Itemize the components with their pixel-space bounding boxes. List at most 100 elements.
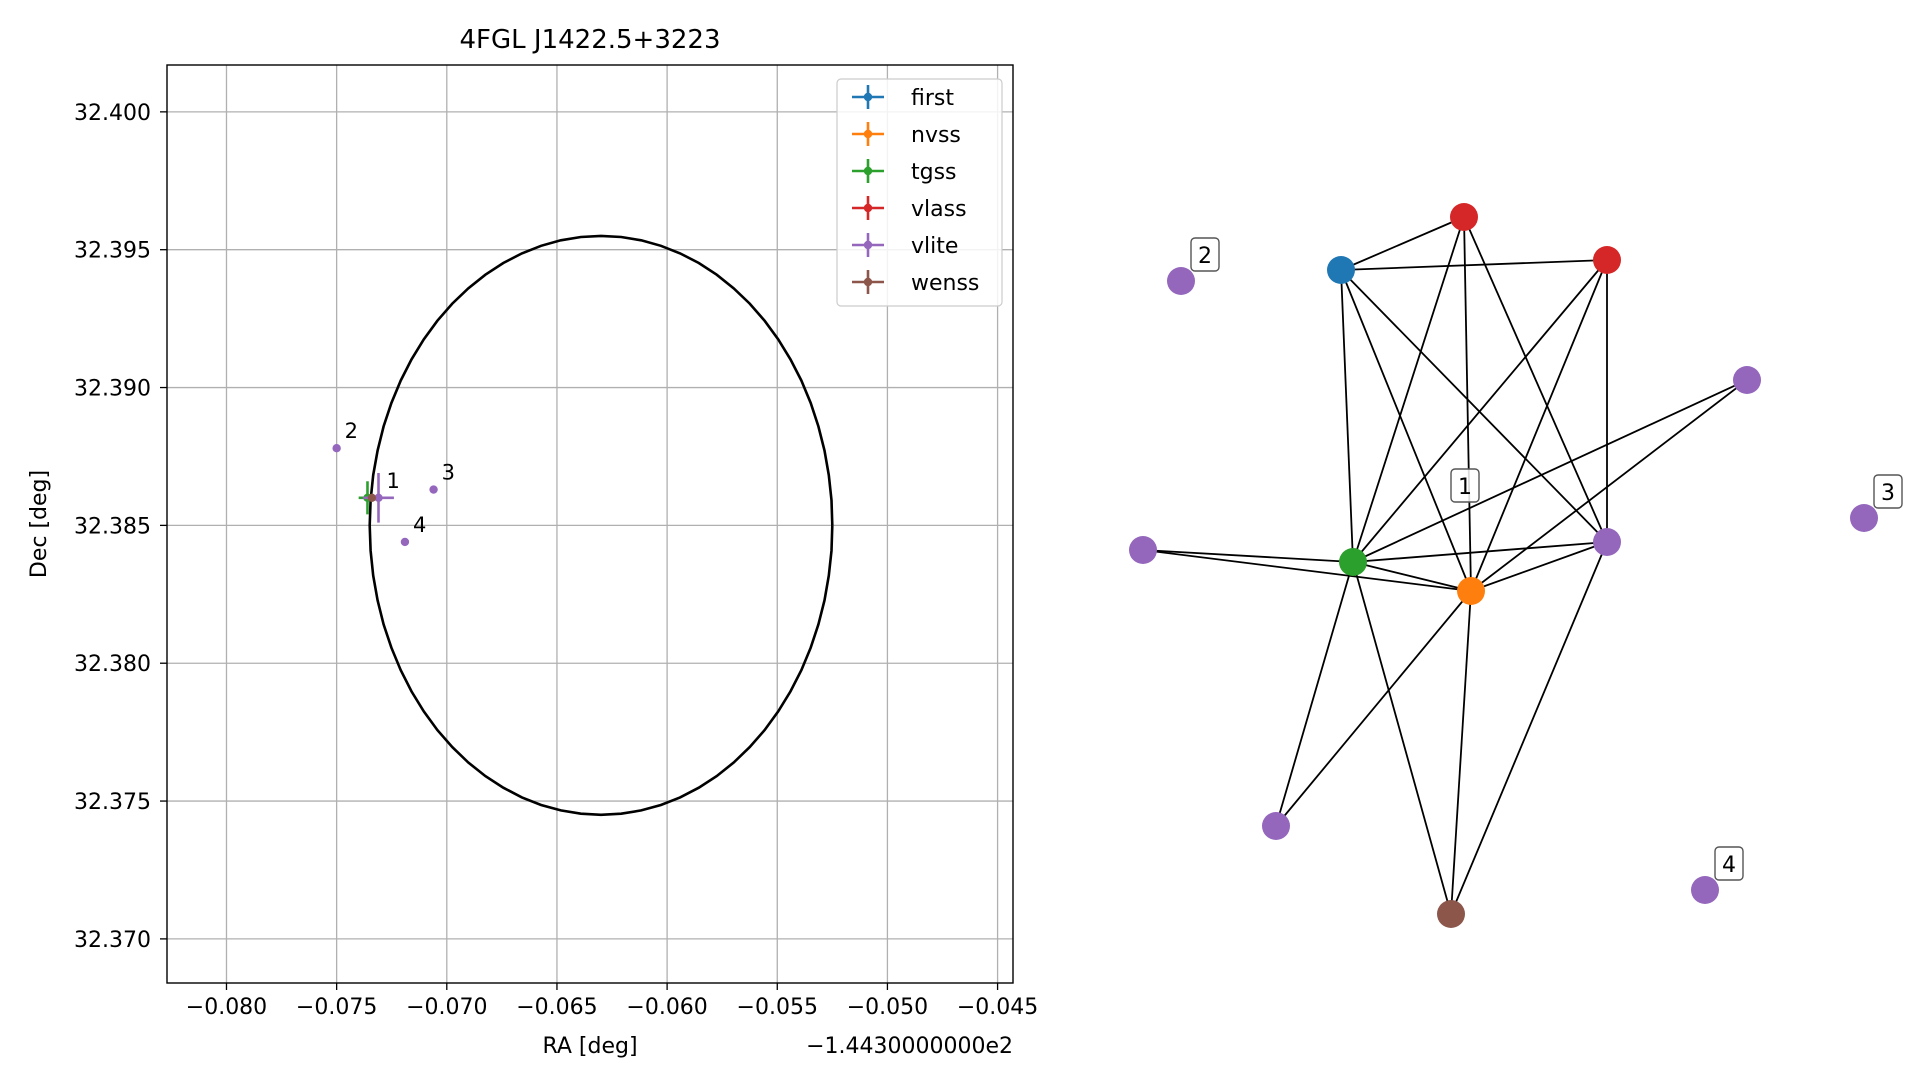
x-tick-label: −0.060 [626,995,707,1020]
y-tick-label: 32.400 [74,101,151,126]
network-panel: 1 2 3 4 [1129,203,1903,928]
point-annotation-4: 4 [413,513,426,537]
data-point-vlite [332,443,341,453]
point-annotations: 1 2 3 4 [345,419,455,537]
legend-item-first: first [852,85,954,111]
legend-item-wenss: wenss [852,270,979,296]
network-edge [1340,269,1354,563]
legend-label: first [911,86,954,111]
label-text: 3 [1881,481,1895,506]
legend-item-vlass: vlass [852,196,967,222]
legend-swatch-marker [863,166,873,176]
point-marker [429,485,438,494]
x-tick-label: −0.065 [516,995,597,1020]
point-marker [374,493,383,503]
network-node-label-1: 1 [1450,468,1480,503]
error-ellipse [368,234,834,817]
network-edge [1470,259,1608,592]
network-edge [1470,379,1748,592]
network-edge [1340,269,1608,543]
network-node-vlite [1733,366,1761,394]
network-edge [1340,216,1465,271]
y-axis-label: Dec [deg] [27,470,52,578]
error-circle [368,234,834,817]
network-node-vlite [1850,504,1878,532]
legend-label: tgss [911,160,957,185]
network-edge [1450,590,1472,915]
label-box [1873,474,1903,509]
data-point-vlite [400,537,410,547]
network-edge [1340,269,1472,592]
y-tick-label: 32.390 [74,377,151,402]
network-node-label-2: 2 [1190,237,1220,272]
y-tick-label: 32.370 [74,928,151,953]
network-edge [1352,259,1608,563]
legend-item-nvss: nvss [852,122,961,148]
chart-title: 4FGL J1422.5+3223 [460,25,721,55]
point-annotation-1: 1 [387,469,400,493]
network-edge [1352,216,1465,563]
point-marker [400,537,410,547]
network-edge [1142,549,1354,563]
network-labels: 1 2 3 4 [1190,237,1903,881]
network-node-first [1327,256,1355,284]
network-edges [1142,216,1748,915]
axes-frame [166,64,1014,984]
network-edge [1275,590,1472,827]
network-node-vlite [1129,536,1157,564]
label-text: 1 [1458,475,1472,500]
point-annotation-2: 2 [345,419,358,443]
network-edge [1463,216,1608,543]
legend-label: vlass [911,197,967,222]
x-tick-label: −0.050 [847,995,928,1020]
network-node-label-3: 3 [1873,474,1903,509]
x-tick-label: −0.070 [406,995,487,1020]
network-edge [1352,561,1452,915]
label-text: 4 [1722,853,1736,878]
point-annotation-3: 3 [442,461,455,485]
network-node-vlass [1593,246,1621,274]
x-axis-label: RA [deg] [542,1034,637,1059]
point-marker [332,443,341,453]
x-tick-label: −0.055 [737,995,818,1020]
x-offset-label: −1.4430000000e2 [806,1034,1013,1059]
y-tick-label: 32.395 [74,239,151,264]
legend-label: nvss [911,123,961,148]
legend: first nvss tgss vlass vlite wenss [836,78,1003,307]
scatter-panel: 1 2 3 4 −0.080 −0.075 −0.070 −0.065 −0.060 −0.05… [27,25,1038,1059]
network-node-tgss [1339,548,1367,576]
network-edge [1450,541,1608,915]
x-axis-ticks: −0.080 −0.075 −0.070 −0.065 −0.060 −0.055 −0.0… [186,983,1038,1020]
network-edge [1142,549,1472,592]
network-node-vlite [1167,267,1195,295]
network-node-vlite [1593,528,1621,556]
point-marker [367,493,377,503]
y-tick-label: 32.380 [74,652,151,677]
network-edge [1352,541,1608,563]
label-box [1450,468,1480,503]
legend-swatch-marker [863,277,873,287]
x-tick-label: −0.075 [296,995,377,1020]
legend-swatch-marker [863,92,873,102]
network-edge [1340,259,1608,271]
y-tick-label: 32.375 [74,790,151,815]
y-tick-label: 32.385 [74,514,151,539]
data-points [332,443,438,547]
network-node-wenss [1437,900,1465,928]
legend-label: wenss [911,271,979,296]
data-point-vlite [429,485,438,494]
network-node-vlite [1691,876,1719,904]
label-box [1190,237,1220,272]
legend-swatch-marker [863,129,873,139]
legend-items: first nvss tgss vlass vlite wenss [852,85,979,296]
label-text: 2 [1198,244,1212,269]
network-edge [1463,216,1472,592]
network-node-vlite [1262,812,1290,840]
network-edge [1470,541,1608,592]
legend-swatch-marker [863,203,873,213]
network-nodes [1129,203,1878,928]
x-tick-label: −0.045 [957,995,1038,1020]
legend-swatch-marker [863,240,873,250]
y-axis-ticks: 32.370 32.375 32.380 32.385 32.390 32.395 32.4… [74,101,167,953]
network-node-label-4: 4 [1714,846,1744,881]
